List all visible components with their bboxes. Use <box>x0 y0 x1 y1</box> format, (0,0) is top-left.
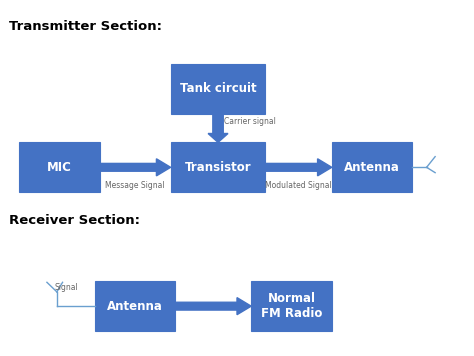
FancyArrow shape <box>100 159 171 176</box>
Text: Antenna: Antenna <box>107 300 163 313</box>
FancyBboxPatch shape <box>251 281 332 331</box>
FancyBboxPatch shape <box>95 281 175 331</box>
Text: Message Signal: Message Signal <box>105 181 165 190</box>
Text: Signal: Signal <box>55 283 78 292</box>
Text: Transistor: Transistor <box>185 161 251 174</box>
FancyBboxPatch shape <box>171 64 265 114</box>
Text: MIC: MIC <box>47 161 72 174</box>
Text: Tank circuit: Tank circuit <box>180 83 256 95</box>
FancyArrow shape <box>208 114 228 142</box>
Text: Modulated Signal: Modulated Signal <box>265 181 332 190</box>
Text: Antenna: Antenna <box>344 161 400 174</box>
Text: Receiver Section:: Receiver Section: <box>9 214 140 227</box>
Text: Transmitter Section:: Transmitter Section: <box>9 20 163 33</box>
FancyBboxPatch shape <box>332 142 412 192</box>
FancyArrow shape <box>175 298 251 315</box>
Text: Carrier signal: Carrier signal <box>224 117 275 126</box>
FancyBboxPatch shape <box>171 142 265 192</box>
Text: Normal
FM Radio: Normal FM Radio <box>261 292 322 320</box>
FancyBboxPatch shape <box>19 142 100 192</box>
FancyArrow shape <box>265 159 332 176</box>
